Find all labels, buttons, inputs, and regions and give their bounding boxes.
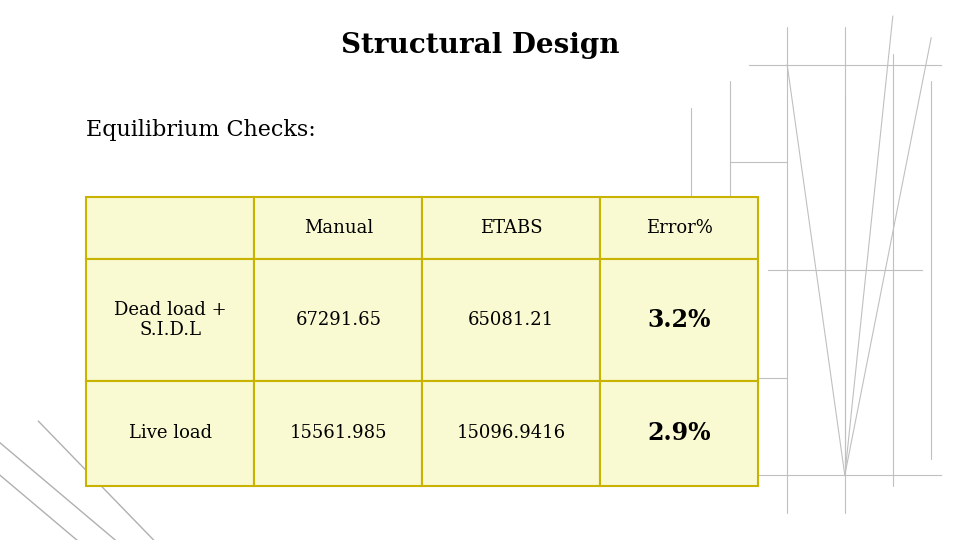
FancyBboxPatch shape xyxy=(254,259,422,381)
Text: Manual: Manual xyxy=(303,219,373,237)
Text: 15561.985: 15561.985 xyxy=(290,424,387,442)
Text: Error%: Error% xyxy=(646,219,712,237)
Text: ETABS: ETABS xyxy=(480,219,542,237)
FancyBboxPatch shape xyxy=(600,381,758,486)
Text: Equilibrium Checks:: Equilibrium Checks: xyxy=(86,119,316,141)
FancyBboxPatch shape xyxy=(86,259,254,381)
Text: Live load: Live load xyxy=(129,424,212,442)
FancyBboxPatch shape xyxy=(86,381,254,486)
Text: 2.9%: 2.9% xyxy=(647,421,711,445)
Text: 3.2%: 3.2% xyxy=(647,308,711,332)
FancyBboxPatch shape xyxy=(422,259,600,381)
FancyBboxPatch shape xyxy=(254,197,422,259)
FancyBboxPatch shape xyxy=(422,197,600,259)
FancyBboxPatch shape xyxy=(86,197,254,259)
Text: 67291.65: 67291.65 xyxy=(296,311,381,329)
FancyBboxPatch shape xyxy=(422,381,600,486)
FancyBboxPatch shape xyxy=(600,197,758,259)
Text: 65081.21: 65081.21 xyxy=(468,311,554,329)
FancyBboxPatch shape xyxy=(600,259,758,381)
Text: Structural Design: Structural Design xyxy=(341,32,619,59)
Text: 15096.9416: 15096.9416 xyxy=(457,424,565,442)
Text: Dead load +
S.I.D.L: Dead load + S.I.D.L xyxy=(114,301,227,339)
FancyBboxPatch shape xyxy=(254,381,422,486)
